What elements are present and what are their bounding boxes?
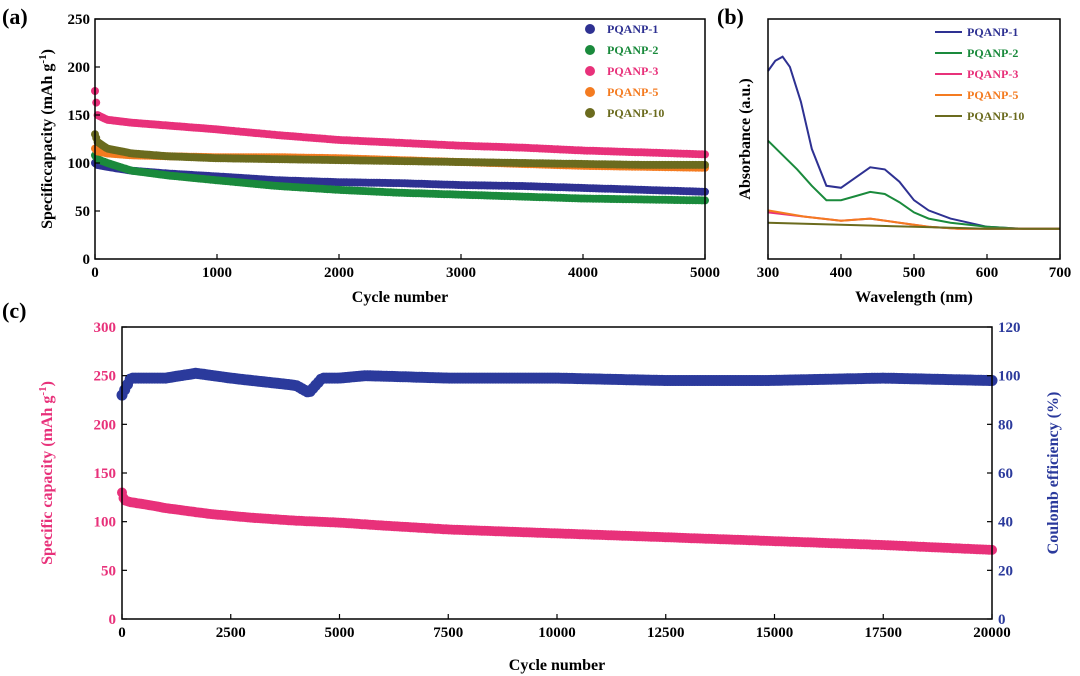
panel-c-y2-tick-label: 60 (998, 466, 1013, 482)
panel-c-y-tick-label: 150 (94, 466, 117, 482)
panel-a-x-tick-label: 1000 (202, 265, 232, 281)
panel-c-y-tick-label: 0 (109, 612, 117, 628)
panel-b-chart: 300 400 500 600 700 PQANP-1PQANP-2PQANP-3PQA… (737, 18, 1072, 306)
panel-c-y2-tick-label: 0 (998, 612, 1006, 628)
panel-c-x-tick-label: 0 (118, 625, 126, 641)
panel-a-y-tick-label: 150 (68, 108, 91, 124)
panel-c-series-specific-capacity (117, 487, 997, 555)
panel-b-legend-label: PQANP-5 (967, 88, 1018, 102)
panel-a-y-axis-label: Specificcapacity (mAh g-1) (37, 49, 56, 229)
panel-b-ticks: 300 400 500 600 700 (757, 254, 1072, 281)
panel-b-x-tick-label: 600 (976, 265, 999, 281)
panel-c-y-tick-label: 200 (94, 417, 117, 433)
panel-a-legend-marker (585, 108, 595, 118)
panel-c-y2-tick-label: 20 (998, 563, 1013, 579)
panel-a-frame (94, 18, 706, 260)
panel-a-y-tick-label: 200 (68, 60, 91, 76)
panel-c-series-coulomb-efficiency (116, 367, 998, 401)
panel-b-series-PQANP-2 (767, 139, 1060, 230)
panel-a-ticks: 0 1000 2000 3000 4000 5000 0 50 100 150 200 250 (68, 12, 721, 281)
panel-label-a: (a) (2, 4, 28, 29)
panel-b-x-tick-label: 400 (830, 265, 853, 281)
panel-c-y-tick-label: 100 (94, 515, 117, 531)
panel-b-marks (767, 55, 1060, 230)
panel-label-c: (c) (2, 298, 26, 323)
panel-c-y2-tick-label: 40 (998, 515, 1013, 531)
panel-b-series-PQANP-1 (767, 55, 1060, 230)
panel-b-legend-label: PQANP-10 (967, 109, 1024, 123)
panel-c-x-tick-label: 20000 (973, 625, 1011, 641)
panel-c-y2-tick-label: 100 (998, 369, 1021, 385)
panel-a-legend-label: PQANP-5 (607, 85, 658, 99)
panel-c-y2-tick-label: 120 (998, 320, 1021, 336)
panel-a-series-PQANP-10 (91, 130, 709, 169)
panel-c-chart: 0 2500 5000 7500 10000 12500 15000 17500 2000005… (37, 320, 1062, 674)
panel-b-series-PQANP-10 (767, 221, 1060, 230)
panel-c-frame (121, 326, 993, 620)
panel-c-y-tick-label: 50 (101, 563, 116, 579)
panel-c-x-tick-label: 15000 (756, 625, 794, 641)
panel-a-x-tick-label: 4000 (568, 265, 598, 281)
panel-c-x-tick-label: 2500 (216, 625, 246, 641)
panel-c-y2-axis-label: Coulomb efficiency (%) (1045, 392, 1062, 555)
panel-a-legend-marker (585, 66, 595, 76)
panel-c-x-tick-label: 17500 (865, 625, 903, 641)
panel-b-x-tick-label: 500 (903, 265, 926, 281)
panel-a-x-tick-label: 2000 (324, 265, 354, 281)
panel-a-series-PQANP-3 (91, 87, 709, 159)
panel-a-legend-marker (585, 24, 595, 34)
panel-label-b: (b) (717, 4, 744, 29)
panel-a-legend-marker (585, 87, 595, 97)
panel-a-legend-marker (585, 45, 595, 55)
panel-c-y2-tick-label: 80 (998, 417, 1013, 433)
panel-c-y-axis-label: Specific capacity (mAh g-1) (37, 381, 56, 565)
panel-a-x-tick-label: 0 (91, 265, 99, 281)
panel-a-x-axis-label: Cycle number (352, 289, 448, 306)
panel-b-legend-label: PQANP-2 (967, 46, 1018, 60)
panel-c-x-axis-label: Cycle number (509, 657, 605, 674)
panel-b-legend-label: PQANP-3 (967, 67, 1018, 81)
panel-a-marks (91, 87, 709, 205)
panel-a-legend-label: PQANP-3 (607, 64, 658, 78)
panel-a-series-PQANP-2 (91, 151, 709, 205)
panel-b-legend-label: PQANP-1 (967, 25, 1018, 39)
panel-a-legend-label: PQANP-10 (607, 106, 664, 120)
panel-a-y-tick-label: 0 (83, 252, 91, 268)
panel-a-y-tick-label: 250 (68, 12, 91, 28)
panel-a-y-tick-label: 50 (75, 204, 90, 220)
panel-a-legend: PQANP-1 PQANP-2 PQANP-3 PQANP-5 PQANP-10 (585, 22, 664, 120)
panel-b-y-axis-label: Absorbance (a.u.) (737, 78, 754, 199)
panel-a-legend-label: PQANP-2 (607, 43, 658, 57)
panel-b-x-axis-label: Wavelength (nm) (855, 289, 973, 306)
panel-c-y-tick-label: 300 (94, 320, 117, 336)
panel-a-legend-label: PQANP-1 (607, 22, 658, 36)
panel-c-x-tick-label: 5000 (325, 625, 355, 641)
panel-a-x-tick-label: 3000 (446, 265, 476, 281)
panel-a-y-tick-label: 100 (68, 156, 91, 172)
panel-a-chart: 0 1000 2000 3000 4000 5000 0 50 100 150 200 250 PQA… (37, 12, 720, 306)
panel-b-legend: PQANP-1 PQANP-2 PQANP-3 PQANP-5 PQANP-10 (935, 25, 1024, 123)
panel-c-x-tick-label: 12500 (647, 625, 685, 641)
panel-b-x-tick-label: 700 (1049, 265, 1072, 281)
panel-a-point (92, 98, 101, 107)
panel-c-x-tick-label: 10000 (538, 625, 576, 641)
panel-c-ticks: 0 2500 5000 7500 10000 12500 15000 17500 2000005… (94, 320, 1021, 641)
panel-a-x-tick-label: 5000 (690, 265, 720, 281)
panel-c-y-tick-label: 250 (94, 369, 117, 385)
panel-b-x-tick-label: 300 (757, 265, 780, 281)
panel-c-marks (116, 367, 998, 555)
panel-c-x-tick-label: 7500 (433, 625, 463, 641)
